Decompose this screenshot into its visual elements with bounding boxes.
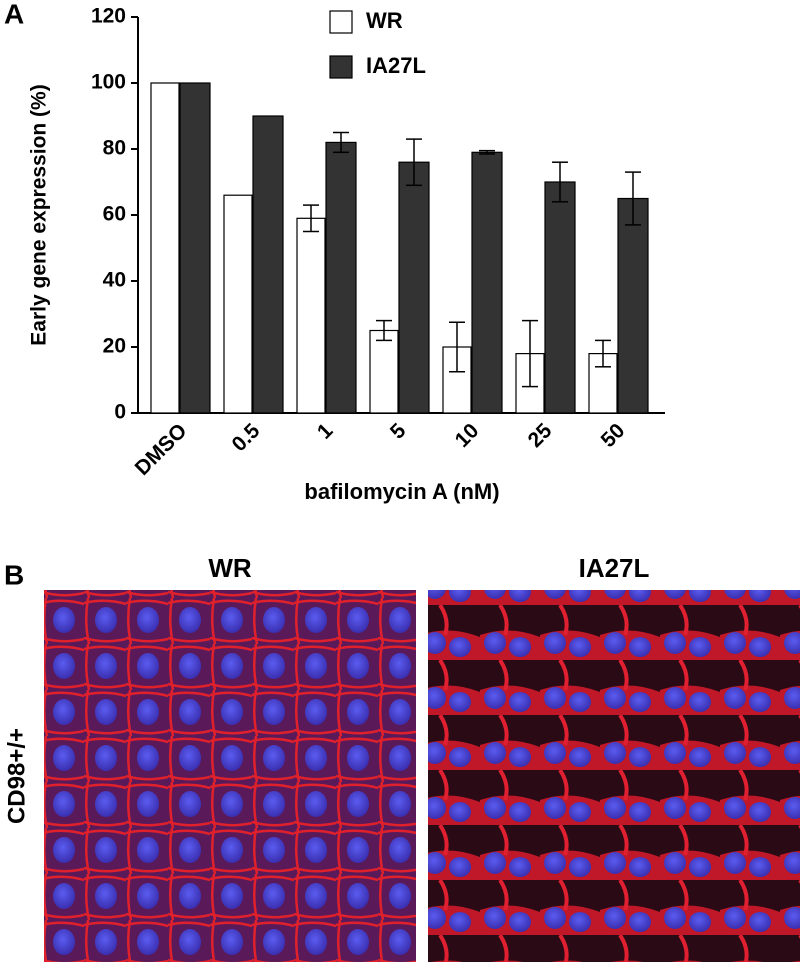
x-tick-label: 0.5	[228, 419, 265, 456]
legend-label: WR	[366, 8, 403, 33]
y-tick-label: 80	[103, 137, 126, 160]
x-tick-label: 1	[313, 419, 338, 444]
bar	[179, 82, 211, 414]
y-axis-label: Early gene expression (%)	[28, 84, 51, 345]
bar	[398, 161, 430, 414]
panel-label: B	[4, 559, 24, 590]
x-tick-label: 10	[451, 419, 484, 452]
y-tick-label: 0	[114, 401, 126, 424]
panel-label: A	[4, 0, 24, 29]
legend-label: IA27L	[366, 53, 426, 78]
bar	[252, 115, 284, 414]
bar	[617, 197, 649, 414]
x-axis-label: bafilomycin A (nM)	[304, 479, 499, 504]
micrograph	[44, 590, 416, 962]
legend-swatch	[329, 55, 353, 79]
image-title: IA27L	[579, 553, 650, 583]
image-title: WR	[208, 553, 252, 583]
x-tick-label: 50	[597, 419, 630, 452]
y-tick-label: 20	[103, 335, 126, 358]
micrograph	[428, 590, 800, 962]
legend-swatch	[329, 10, 353, 34]
x-tick-label: 25	[524, 419, 557, 452]
bar	[325, 141, 357, 414]
x-tick-label: 5	[386, 419, 411, 444]
bar	[471, 151, 503, 414]
y-tick-label: 100	[91, 71, 126, 94]
y-tick-label: 120	[91, 5, 126, 28]
x-tick-label: DMSO	[131, 419, 192, 480]
bar	[223, 194, 253, 414]
y-tick-label: 40	[103, 269, 126, 292]
y-tick-label: 60	[103, 203, 126, 226]
bar	[369, 329, 399, 414]
row-label: CD98+/+	[3, 728, 30, 824]
bar	[544, 181, 576, 414]
bar	[150, 82, 180, 414]
bar	[296, 217, 326, 414]
